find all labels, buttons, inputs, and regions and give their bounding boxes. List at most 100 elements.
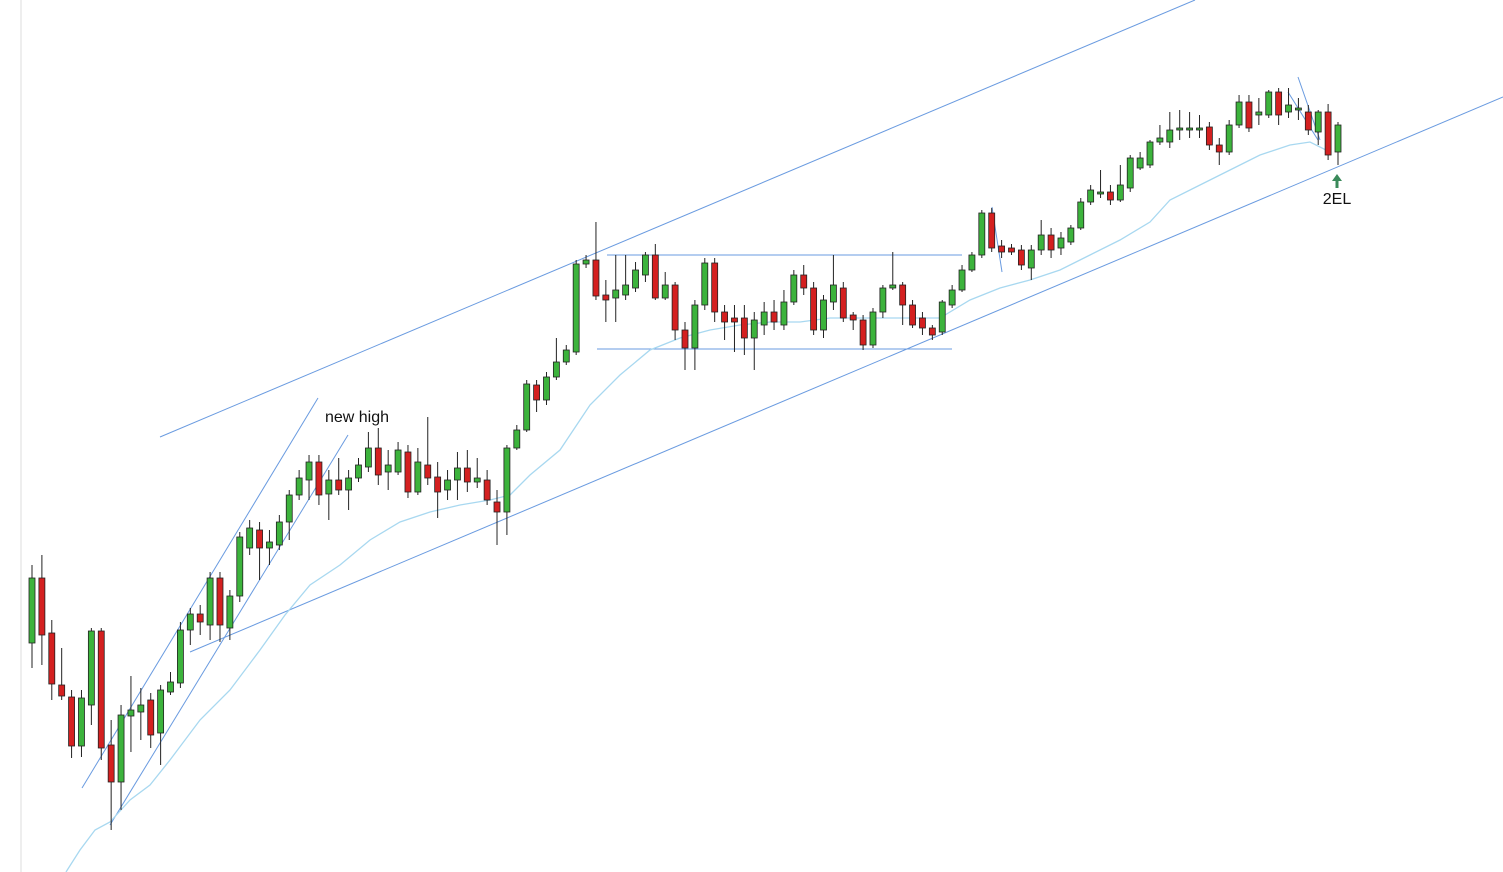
candle-body [1008, 247, 1015, 253]
candle-body [424, 464, 432, 479]
candle-body [48, 632, 56, 685]
candle-body [800, 274, 808, 289]
candle-body [483, 479, 491, 501]
candle-body [513, 429, 521, 449]
candle-body [355, 464, 362, 479]
candle-body [701, 262, 709, 306]
candles [28, 88, 1342, 830]
moving-average [65, 141, 1331, 872]
candle-body [1017, 249, 1025, 266]
arrow [1332, 174, 1342, 188]
candle-body [938, 301, 946, 333]
candle-body [147, 699, 155, 736]
candle-body [1077, 201, 1085, 229]
annotation: new high [325, 409, 389, 426]
candle-body [731, 317, 738, 323]
candle-body [335, 479, 343, 491]
candle-body [760, 311, 768, 326]
candle-body [414, 461, 422, 493]
candle-body [117, 714, 125, 783]
candle-body [909, 304, 916, 326]
candle-body [1097, 191, 1104, 195]
candle-body [622, 284, 630, 296]
candle-body [899, 284, 907, 306]
candle-body [177, 629, 184, 684]
candle-body [226, 595, 234, 629]
candle-body [394, 449, 402, 473]
candle-body [275, 521, 283, 546]
candle-body [1126, 157, 1134, 189]
candle-body [167, 681, 174, 693]
candle-body [928, 327, 936, 336]
candle-body [68, 696, 75, 747]
candle-body [285, 494, 293, 523]
candle-body [256, 529, 263, 549]
candle-body [295, 477, 303, 496]
candle-body [325, 479, 333, 495]
candle-body [315, 461, 323, 496]
candle-body [444, 479, 451, 491]
candle-body [196, 613, 204, 623]
candle-body [691, 304, 699, 349]
candle-body [1275, 91, 1283, 116]
candle-body [345, 477, 353, 491]
candle-body [404, 451, 412, 493]
candle-body [374, 447, 382, 476]
candle-body [642, 254, 649, 276]
candle-body [1285, 104, 1292, 113]
candle-body [1334, 124, 1342, 153]
candle-body [1136, 157, 1144, 169]
candle-body [820, 299, 827, 331]
annotation: 2EL [1323, 191, 1352, 208]
candle-body [572, 263, 580, 353]
candle-body [384, 464, 392, 473]
candle-body [434, 476, 442, 493]
candle-body [988, 212, 996, 249]
candle-body [612, 289, 620, 299]
candle-body [305, 461, 313, 481]
candle-body [582, 259, 590, 265]
candle-body [127, 709, 135, 717]
candle-body [1166, 129, 1174, 143]
candle-body [463, 467, 471, 483]
candle-body [790, 274, 798, 303]
candle-body [473, 477, 481, 483]
candle-body [236, 536, 244, 597]
candle-body [1324, 111, 1332, 156]
candle-body [1027, 249, 1035, 269]
candle-body [1265, 91, 1273, 116]
candle-body [632, 269, 639, 289]
candle-body [206, 577, 214, 626]
candle-body [711, 262, 719, 313]
candle-body [948, 289, 956, 306]
candle-body [1255, 111, 1263, 116]
candle-body [998, 245, 1006, 253]
candle-body [1057, 237, 1065, 249]
candle-body [602, 294, 610, 301]
candle-body [919, 317, 926, 329]
candle-body [651, 254, 659, 299]
candle-body [1156, 137, 1164, 143]
candle-body [750, 319, 758, 339]
candle-body [58, 684, 66, 697]
candle-body [1205, 126, 1213, 146]
candle-body [859, 319, 867, 346]
candle-body [493, 501, 501, 513]
candle-body [533, 384, 540, 401]
candle-body [1235, 101, 1243, 126]
candle-body [740, 317, 748, 339]
candle-body [186, 613, 194, 631]
candle-body [681, 329, 689, 349]
candle-body [721, 311, 728, 323]
candle-body [770, 311, 778, 323]
candle-body [671, 284, 679, 331]
trend-lines [81, 0, 1503, 826]
candle-body [552, 361, 560, 378]
candle-body [849, 314, 857, 321]
candle-body [562, 349, 570, 363]
candle-body [1176, 127, 1184, 131]
candle-body [1196, 127, 1203, 131]
candle-body [810, 287, 818, 331]
candle-body [1304, 111, 1312, 131]
